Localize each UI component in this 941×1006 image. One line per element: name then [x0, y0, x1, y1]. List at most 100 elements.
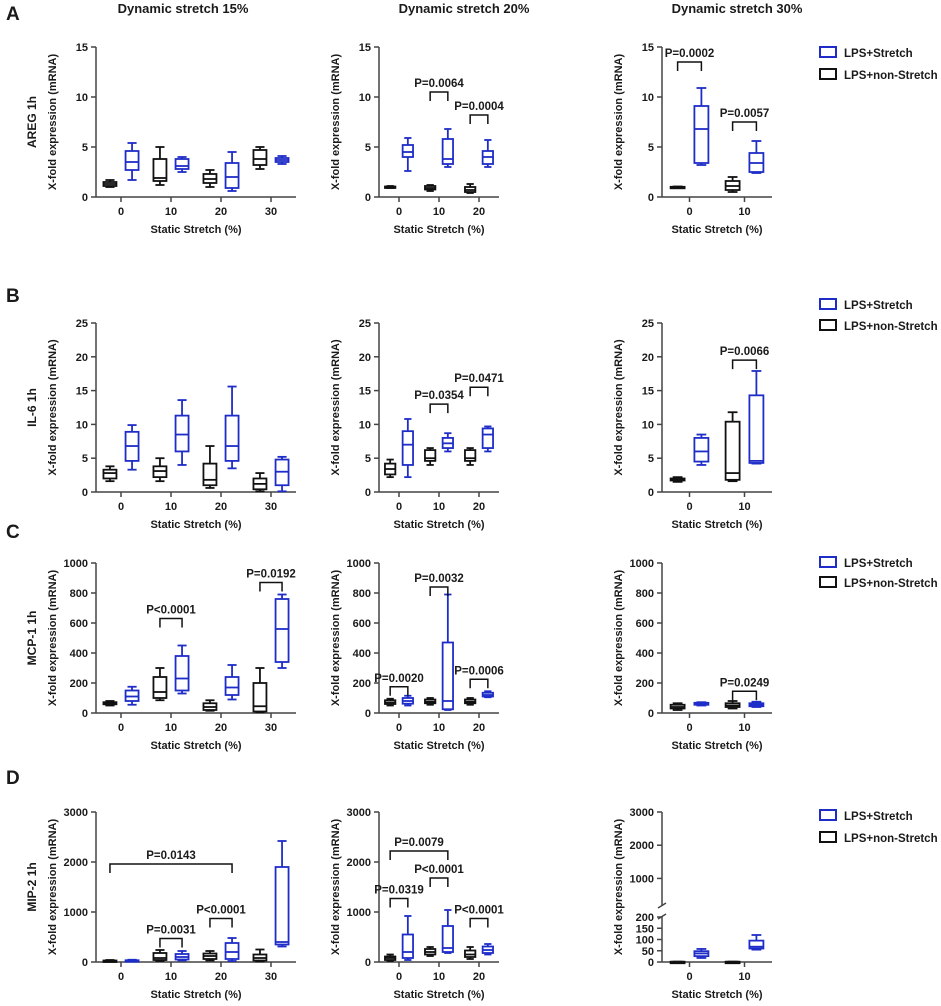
- p-value-label: P=0.0020: [374, 673, 424, 685]
- box-body: [224, 676, 240, 696]
- bracket-line: [389, 850, 449, 860]
- box-stretch: [401, 137, 414, 172]
- y-tick-label: 25: [76, 318, 88, 330]
- x-tick-label: 20: [215, 971, 227, 983]
- box-stretch: [748, 700, 765, 708]
- y-tick-label: 15: [359, 386, 371, 398]
- x-axis-label: Static Stretch (%): [393, 224, 484, 236]
- box-stretch: [224, 385, 240, 470]
- y-tick-label: 5: [82, 142, 88, 154]
- box-stretch: [481, 425, 494, 453]
- y-tick-label: 10: [76, 92, 88, 104]
- p-value-label: P=0.0006: [454, 665, 504, 677]
- x-tick-label: 30: [265, 722, 277, 734]
- x-axis-label: Static Stretch (%): [393, 740, 484, 752]
- box-body: [252, 682, 268, 713]
- y-tick-label: 5: [365, 453, 371, 465]
- y-tick-label: 0: [365, 957, 371, 969]
- y-axis-label: X-fold expression (mRNA): [613, 819, 625, 956]
- significance-bracket: P<0.0001: [414, 864, 464, 887]
- x-tick-label: 10: [165, 501, 177, 513]
- y-tick-label: 0: [82, 192, 88, 204]
- box-body: [174, 158, 190, 170]
- box-body: [224, 162, 240, 189]
- box-non-stretch: [152, 457, 168, 483]
- box-non-stretch: [252, 472, 268, 493]
- significance-bracket: P=0.0471: [454, 373, 504, 397]
- y-tick-label: 3000: [64, 807, 88, 819]
- y-tick-label: 400: [353, 648, 371, 660]
- box-non-stretch: [464, 183, 477, 194]
- x-tick-label: 0: [396, 722, 402, 734]
- box-stretch: [124, 424, 140, 471]
- y-tick-label: 800: [70, 588, 88, 600]
- significance-bracket: P=0.0143: [109, 850, 233, 873]
- plot-d-col2: 0 1000 2000 3000 0 10 20 Static Stretch (%) X-fo…: [330, 807, 504, 1001]
- box-body: [401, 933, 414, 959]
- x-axis-label: Static Stretch (%): [150, 989, 241, 1001]
- y-axis-label: X-fold expression (mRNA): [330, 339, 342, 476]
- plot-b-col3: 0 5 10 15 20 25 0 10 Static Stretch (%) X-fold ex…: [613, 318, 772, 531]
- box-body: [748, 394, 765, 464]
- y-tick-label: 3000: [347, 807, 371, 819]
- p-value-label: P<0.0001: [146, 605, 196, 617]
- x-tick-label: 0: [396, 501, 402, 513]
- bracket-line: [429, 586, 449, 596]
- row-label: IL-6 1h: [25, 388, 39, 427]
- y-tick-label: 3000: [630, 807, 654, 819]
- box-body: [224, 942, 240, 960]
- box-body: [441, 925, 454, 953]
- box-body: [224, 414, 240, 462]
- box-non-stretch: [384, 458, 397, 479]
- y-tick-label: 400: [636, 648, 654, 660]
- significance-bracket: P=0.0006: [454, 665, 504, 689]
- box-body: [693, 105, 710, 164]
- box-non-stretch: [384, 185, 397, 189]
- y-tick-label: 200: [636, 678, 654, 690]
- box-body: [174, 414, 190, 453]
- box-stretch: [274, 840, 290, 948]
- x-axis-label: Static Stretch (%): [671, 989, 762, 1001]
- legend-label-stretch: LPS+Stretch: [844, 48, 913, 60]
- column-title-3: Dynamic stretch 30%: [672, 1, 803, 16]
- box-non-stretch: [669, 960, 686, 965]
- box-non-stretch: [424, 447, 437, 466]
- y-tick-label: 600: [353, 618, 371, 630]
- box-non-stretch: [464, 946, 477, 960]
- y-tick-label: 15: [76, 42, 88, 54]
- column-title-2: Dynamic stretch 20%: [399, 1, 530, 16]
- p-value-label: P=0.0004: [454, 101, 504, 113]
- box-stretch: [401, 915, 414, 961]
- bracket-line: [731, 121, 758, 131]
- box-non-stretch: [202, 445, 218, 489]
- panel-a: A AREG 1h LPS+Stretch LPS+non-Stretch 0 5 10 15…: [6, 4, 938, 236]
- box-non-stretch: [724, 176, 741, 193]
- plot-c-col3: 0 200 400 600 800 1000 0 10 Static Stretch (%) X-…: [613, 558, 772, 752]
- box-body: [401, 144, 414, 158]
- significance-bracket: P=0.0079: [389, 837, 449, 860]
- box-non-stretch: [202, 169, 218, 188]
- box-non-stretch: [424, 946, 437, 957]
- y-tick-label: 1000: [64, 907, 88, 919]
- box-body: [441, 641, 454, 711]
- row-label: MCP-1 1h: [25, 611, 39, 666]
- significance-bracket: P=0.0192: [246, 569, 296, 592]
- x-tick-label: 0: [686, 206, 692, 218]
- y-axis-label: X-fold expression (mRNA): [613, 339, 625, 476]
- plot-c-col2: 0 200 400 600 800 1000 0 10 20 Static Stretch (%)…: [330, 558, 504, 752]
- y-tick-label: 10: [642, 92, 654, 104]
- y-tick-label: 1000: [630, 873, 654, 885]
- y-tick-label: 800: [636, 588, 654, 600]
- x-tick-label: 30: [265, 501, 277, 513]
- box-body: [748, 939, 765, 950]
- p-value-label: P=0.0066: [720, 346, 770, 358]
- legend-label-non-stretch: LPS+non-Stretch: [844, 578, 938, 590]
- box-body: [174, 655, 190, 692]
- y-axis-label: X-fold expression (mRNA): [330, 570, 342, 707]
- box-body: [424, 449, 437, 462]
- x-tick-label: 20: [215, 501, 227, 513]
- y-tick-label: 100: [636, 935, 654, 947]
